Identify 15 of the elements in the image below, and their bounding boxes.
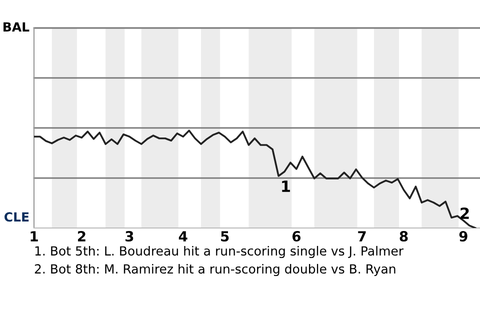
x-tick-label: 2 [78,231,86,242]
x-tick-label: 6 [292,231,301,242]
annotation: 1 [282,180,290,192]
x-tick-label: 8 [400,231,408,242]
text: CLE [4,212,29,222]
x-tick-label: 7 [358,231,366,242]
text: BAL [4,22,30,32]
x-tick-label: 1 [30,231,38,242]
x-tick-label: 5 [221,231,229,242]
x-tick-label: 4 [178,231,188,242]
text: 1. Bot 5th: L. Boudreau hit a run-scoring single vs J. Palmer [35,246,404,258]
text: 2. Bot 8th: M. Ramirez hit a run-scoring double vs B. Ryan [34,264,396,276]
x-tick-label: 9 [459,231,468,242]
annotation: 2 [460,207,469,219]
x-tick-label: 3 [126,231,134,242]
